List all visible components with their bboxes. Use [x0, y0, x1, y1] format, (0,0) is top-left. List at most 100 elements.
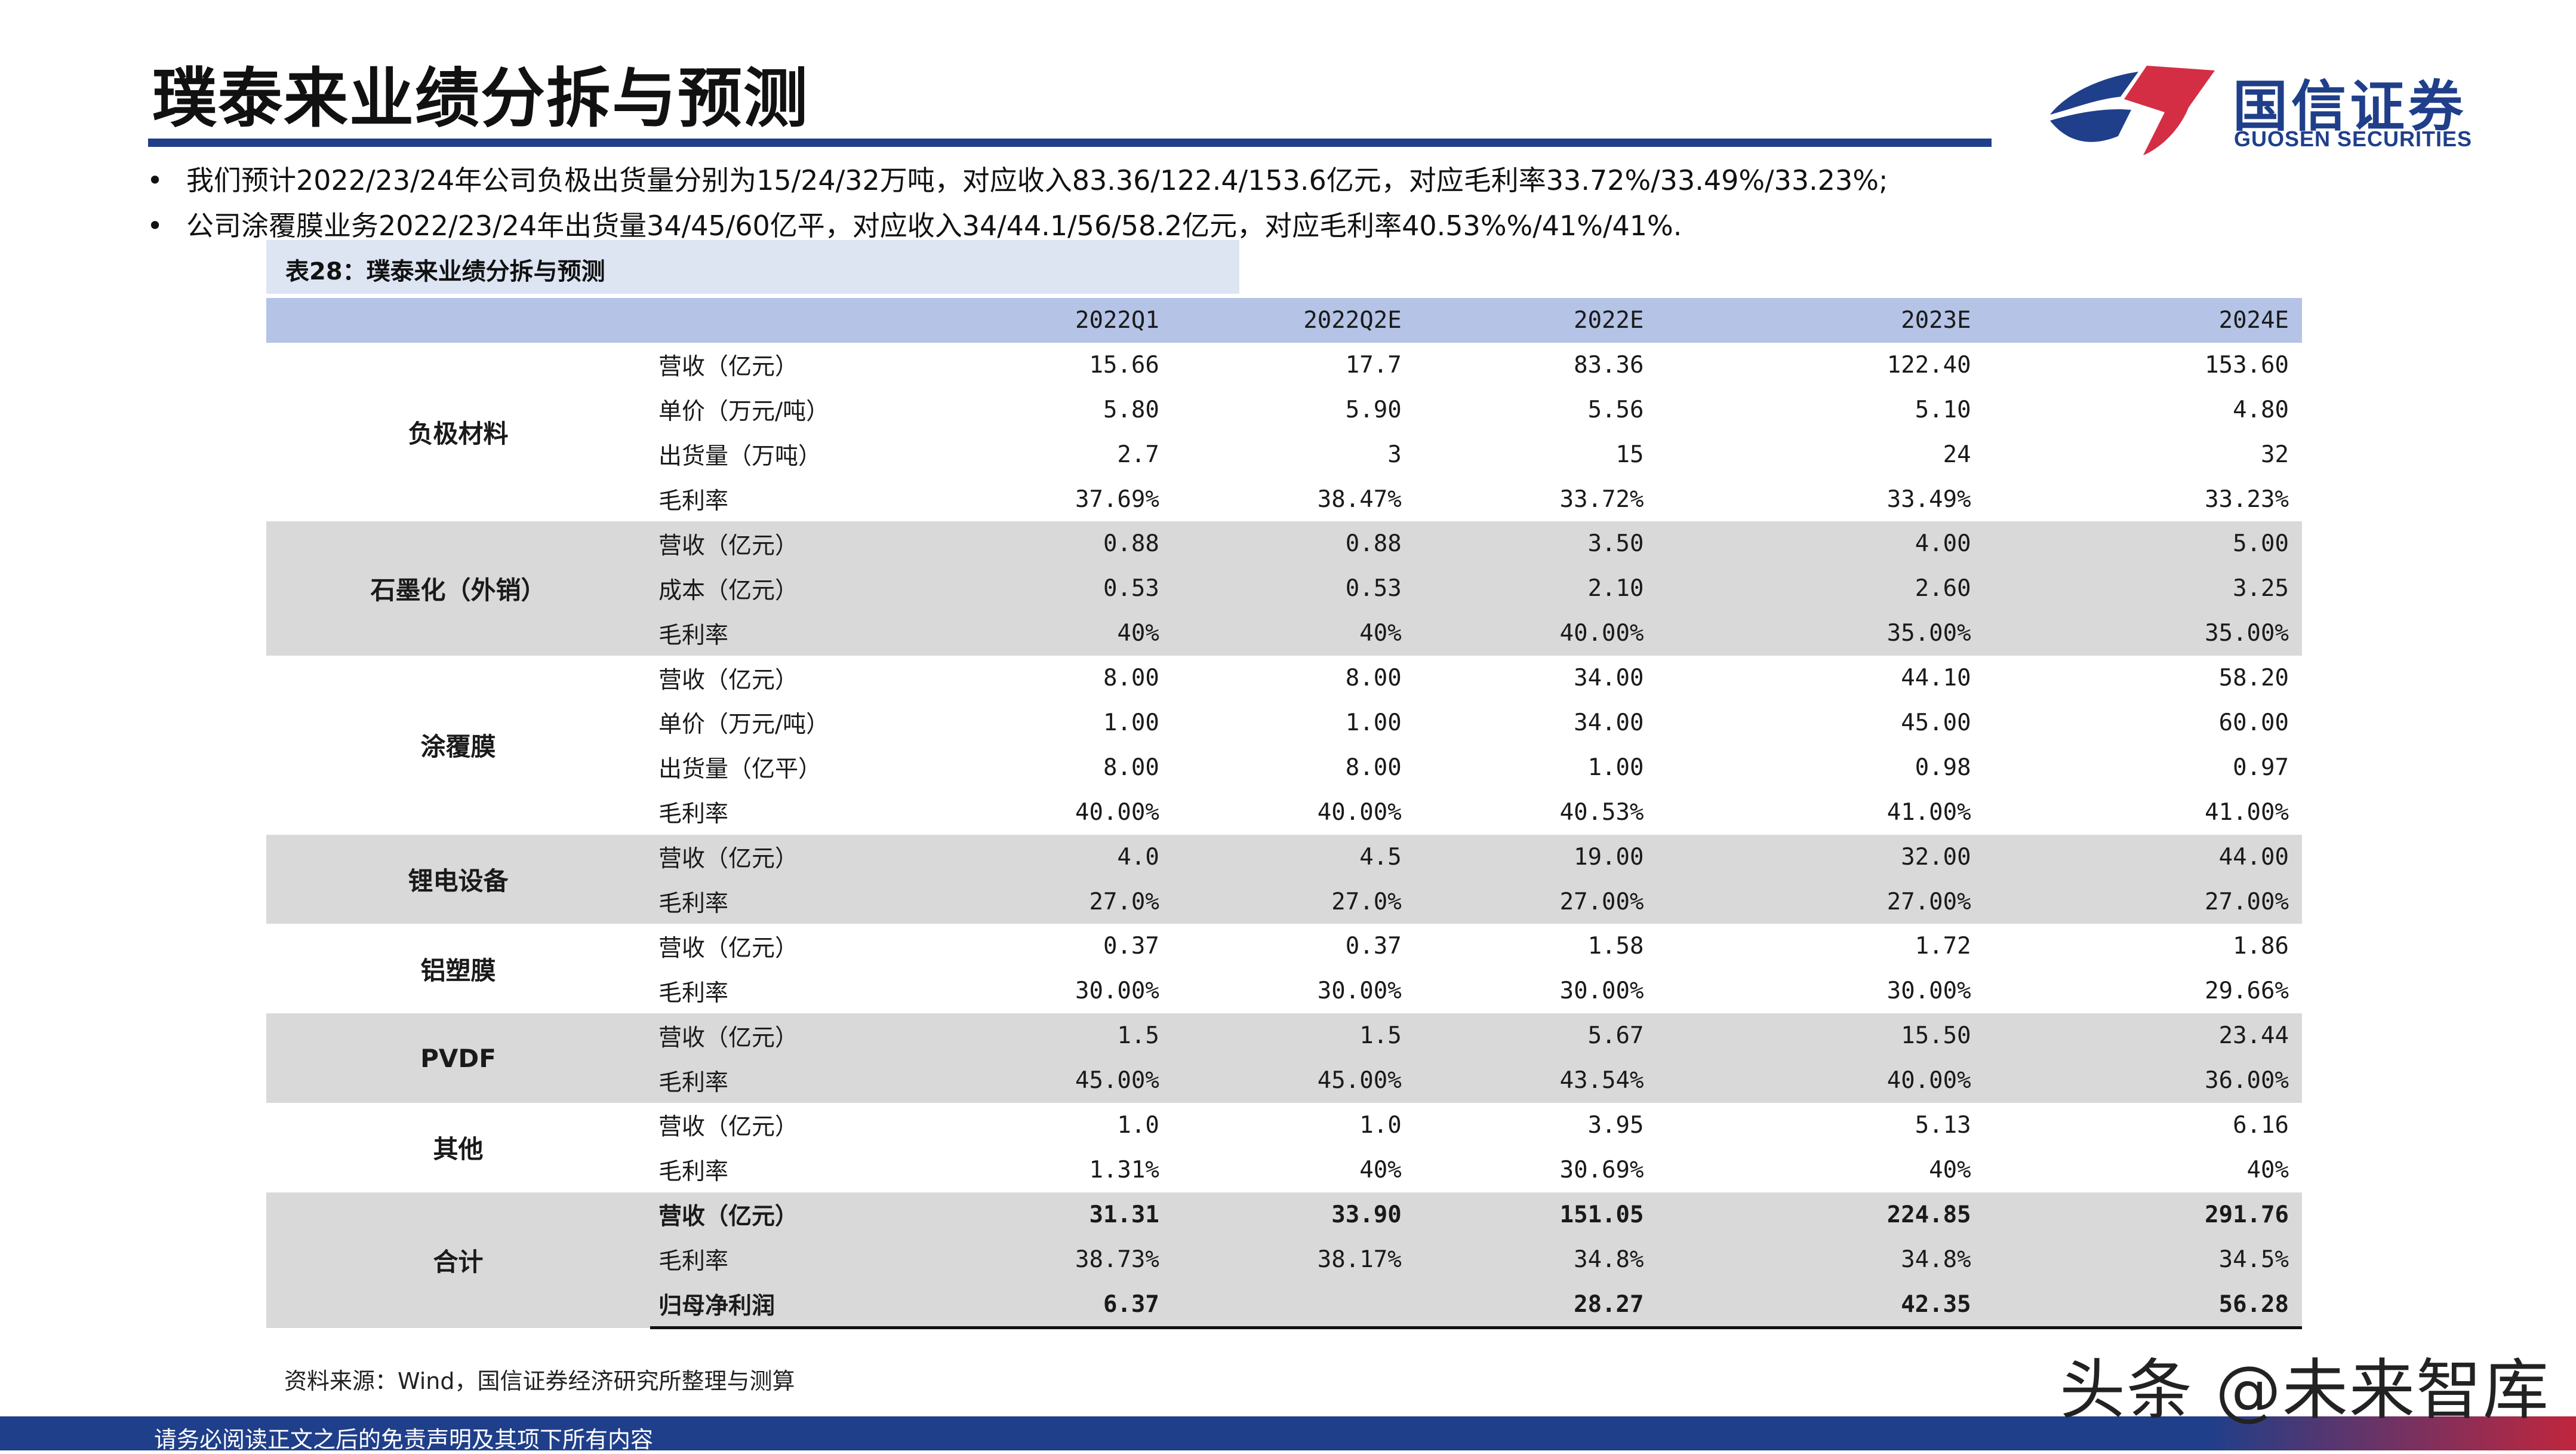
value-cell: 30.00% — [1559, 977, 1644, 1005]
value-cell: 3.95 — [1587, 1111, 1644, 1139]
value-cell: 60.00 — [2218, 709, 2289, 736]
value-cell: 40.00% — [1657, 1058, 1984, 1103]
value-cell: 44.00 — [1984, 834, 2302, 880]
value-cell: 1.58 — [1587, 933, 1644, 960]
value-cell: 0.37 — [1103, 933, 1159, 960]
table-header-row: 2022Q1 2022Q2E 2022E 2023E 2024E — [266, 298, 2302, 343]
table-row: 涂覆膜 营收（亿元） 8.00 8.00 34.00 44.10 58.20 — [266, 656, 2302, 761]
value-cell: 45.00 — [1901, 709, 1971, 736]
title-divider — [148, 139, 1992, 147]
metric-cell: 毛利率 — [650, 611, 896, 656]
value-cell: 40% — [1172, 611, 1415, 656]
value-cell: 5.56 — [1587, 396, 1644, 423]
value-cell: 29.66% — [2205, 977, 2289, 1005]
column-header: 2022Q1 — [895, 298, 1172, 343]
value-cell: 2.10 — [1414, 566, 1657, 611]
value-cell: 224.85 — [1657, 1192, 1984, 1237]
value-cell: 33.49% — [1886, 485, 1971, 513]
metric-cell: 出货量（亿平） — [658, 756, 821, 783]
metric-cell: 归母净利润 — [650, 1281, 896, 1330]
value-cell: 1.72 — [1915, 933, 1971, 960]
value-cell: 4.0 — [895, 834, 1172, 880]
value-cell: 34.8% — [1657, 1237, 1984, 1282]
value-cell: 56.28 — [1984, 1281, 2302, 1330]
table-row: 单价（万元/吨） 5.80 5.90 5.56 5.10 4.80 — [266, 388, 2302, 432]
table-body: 负极材料 营收（亿元） 15.66 17.7 83.36 122.40 153.60 单价（万… — [266, 343, 2302, 1330]
value-cell: 1.00 — [1345, 709, 1402, 736]
value-cell: 17.7 — [1345, 351, 1402, 379]
value-cell: 1.00 — [1103, 709, 1159, 736]
column-header: 2022Q2E — [1172, 298, 1415, 343]
table-row: 锂电设备 营收（亿元） 4.0 4.5 19.00 32.00 44.00 — [266, 834, 2302, 924]
value-cell: 4.80 — [2233, 396, 2289, 423]
value-cell: 45.00% — [895, 1058, 1172, 1103]
metric-cell: 毛利率 — [650, 1058, 896, 1103]
value-cell: 32 — [2261, 441, 2289, 468]
table-caption: 表28：璞泰来业绩分拆与预测 — [266, 240, 1239, 294]
value-cell: 34.8% — [1414, 1237, 1657, 1282]
metric-cell: 毛利率 — [658, 1158, 728, 1186]
table-row: 单价（万元/吨） 1.00 1.00 34.00 45.00 60.00 — [266, 700, 2302, 745]
value-cell: 38.73% — [895, 1237, 1172, 1282]
value-cell: 35.00% — [1984, 611, 2302, 656]
table-row: 毛利率 38.73% 38.17% 34.8% 34.8% 34.5% — [266, 1237, 2302, 1282]
value-cell: 27.00% — [1414, 879, 1657, 924]
guosen-logo: 国信证券 GUOSEN SECURITIES — [2042, 57, 2531, 165]
table-row: 合计 营收（亿元） 31.31 33.90 151.05 224.85 291.76 — [266, 1192, 2302, 1328]
value-cell: 32.00 — [1657, 834, 1984, 880]
value-cell: 3.25 — [1984, 566, 2302, 611]
table-row: 石墨化（外销） 营收（亿元） 0.88 0.88 3.50 4.00 5.00 — [266, 521, 2302, 656]
metric-cell: 营收（亿元） — [650, 521, 896, 567]
table-row: 毛利率 27.0% 27.0% 27.00% 27.00% 27.00% — [266, 879, 2302, 924]
table-row: PVDF 营收（亿元） 1.5 1.5 5.67 15.50 23.44 — [266, 1013, 2302, 1103]
value-cell: 30.00% — [1317, 977, 1402, 1005]
logo-chinese-name: 国信证券 — [2233, 75, 2467, 139]
value-cell: 34.00 — [1574, 665, 1644, 692]
value-cell: 33.72% — [1559, 485, 1644, 513]
value-cell: 122.40 — [1886, 351, 1971, 379]
value-cell: 15.50 — [1657, 1013, 1984, 1059]
value-cell: 40% — [895, 611, 1172, 656]
value-cell: 8.00 — [1345, 754, 1402, 781]
value-cell: 43.54% — [1414, 1058, 1657, 1103]
metric-cell: 毛利率 — [650, 879, 896, 924]
value-cell: 0.37 — [1345, 933, 1402, 960]
table-row: 成本（亿元） 0.53 0.53 2.10 2.60 3.25 — [266, 566, 2302, 611]
value-cell: 37.69% — [1075, 485, 1159, 513]
value-cell: 30.69% — [1559, 1156, 1644, 1184]
value-cell: 5.90 — [1345, 396, 1402, 423]
value-cell: 27.00% — [1657, 879, 1984, 924]
value-cell: 153.60 — [2205, 351, 2289, 379]
value-cell: 1.0 — [1359, 1111, 1402, 1139]
value-cell: 8.00 — [1103, 754, 1159, 781]
value-cell: 27.0% — [1172, 879, 1415, 924]
value-cell: 27.00% — [1984, 879, 2302, 924]
metric-cell: 单价（万元/吨） — [658, 398, 830, 426]
forecast-table: 2022Q1 2022Q2E 2022E 2023E 2024E 负极材料 营收（… — [266, 298, 2302, 1330]
value-cell: 36.00% — [1984, 1058, 2302, 1103]
metric-cell: 毛利率 — [658, 801, 728, 828]
metric-cell: 营收（亿元） — [658, 935, 798, 962]
table-row: 毛利率 40.00% 40.00% 40.53% 41.00% 41.00% — [266, 790, 2302, 835]
table-row: 其他 营收（亿元） 1.0 1.0 3.95 5.13 6.16 — [266, 1103, 2302, 1164]
value-cell: 31.31 — [895, 1192, 1172, 1237]
value-cell: 45.00% — [1172, 1058, 1415, 1103]
value-cell: 1.5 — [895, 1013, 1172, 1059]
value-cell: 33.90 — [1172, 1192, 1415, 1237]
metric-cell: 营收（亿元） — [650, 1013, 896, 1059]
category-cell: 合计 — [266, 1192, 650, 1328]
category-cell: PVDF — [266, 1013, 650, 1103]
table-row: 出货量（亿平） 8.00 8.00 1.00 0.98 0.97 — [266, 745, 2302, 790]
category-cell: 涂覆膜 — [420, 732, 496, 762]
metric-cell: 成本（亿元） — [650, 566, 896, 611]
value-cell: 5.67 — [1414, 1013, 1657, 1059]
value-cell: 27.0% — [895, 879, 1172, 924]
value-cell: 1.0 — [1117, 1111, 1159, 1139]
value-cell: 40.53% — [1559, 798, 1644, 826]
value-cell: 3.50 — [1414, 521, 1657, 567]
value-cell: 15 — [1615, 441, 1644, 468]
value-cell: 40% — [2246, 1156, 2289, 1184]
value-cell: 8.00 — [1345, 665, 1402, 692]
page-title: 璞泰来业绩分拆与预测 — [152, 62, 810, 136]
column-header: 2022E — [1414, 298, 1657, 343]
